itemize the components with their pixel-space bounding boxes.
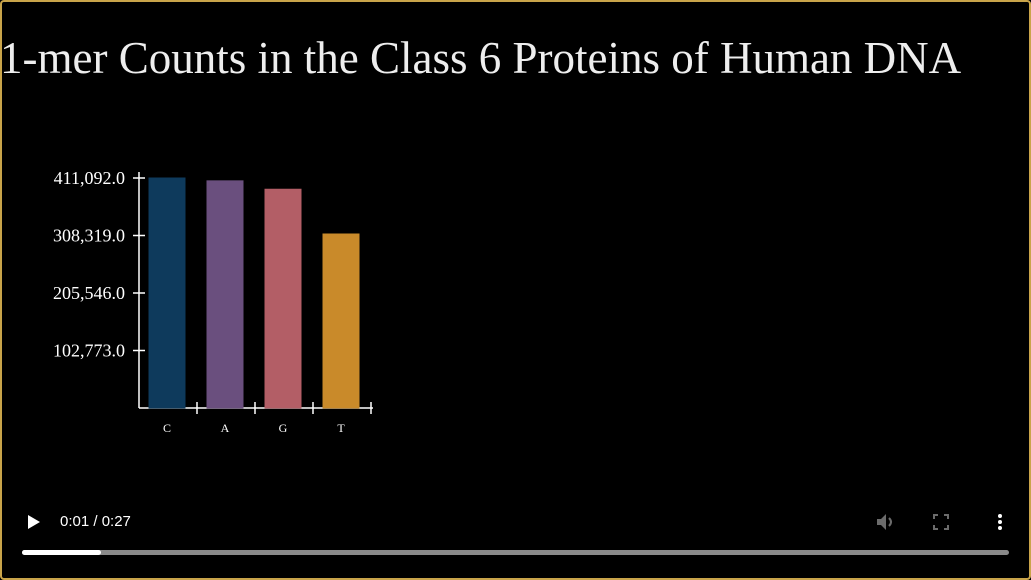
video-frame-title: 1-mer Counts in the Class 6 Proteins of … [0,33,962,83]
more-vertical-icon [998,514,1002,530]
more-options-button[interactable] [990,511,1010,533]
x-tick-label: A [221,421,230,435]
fullscreen-button[interactable] [930,511,952,533]
x-tick-label: C [163,421,171,435]
x-tick-label: G [279,421,288,435]
progress-bar[interactable] [22,550,1009,555]
bar-T [322,233,360,409]
volume-muted-icon [877,514,892,530]
progress-fill [22,550,101,555]
play-button[interactable] [24,511,44,533]
x-tick-label: T [337,421,345,435]
bar-C [148,177,186,409]
bar-A [206,180,244,409]
time-display: 0:01 / 0:27 [60,513,131,530]
y-tick-label: 205,546.0 [53,283,125,303]
y-tick-label: 308,319.0 [53,226,125,246]
video-controls: 0:01 / 0:27 [2,502,1029,578]
y-tick-label: 411,092.0 [54,168,125,188]
y-tick-label: 102,773.0 [53,341,125,361]
fullscreen-icon [933,514,949,530]
bar-G [264,188,302,409]
mute-button[interactable] [874,511,896,533]
play-icon [28,515,40,529]
